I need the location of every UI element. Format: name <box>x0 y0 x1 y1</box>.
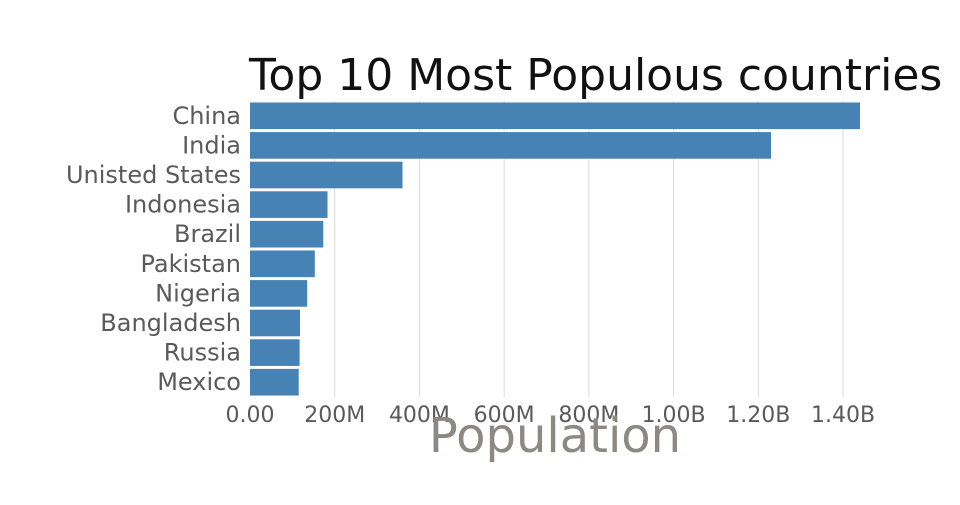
x-tick-label: 0.00 <box>226 403 275 428</box>
bar <box>250 309 300 337</box>
x-tick-label: 1.40B <box>811 403 875 428</box>
bar <box>250 102 860 130</box>
bar <box>250 191 328 218</box>
category-label: China <box>172 102 241 130</box>
bar <box>250 132 772 159</box>
category-label: Russia <box>164 339 241 367</box>
category-label: Bangladesh <box>100 309 241 337</box>
bar <box>250 161 403 189</box>
bar <box>250 250 315 278</box>
category-label: Mexico <box>157 368 241 396</box>
category-label: Brazil <box>174 220 241 248</box>
chart-title: Top 10 Most Populous countries <box>248 50 942 101</box>
category-label: Unisted States <box>66 161 241 189</box>
x-tick-label: 400M <box>389 403 450 428</box>
category-label: Indonesia <box>125 191 241 219</box>
x-tick-label: 1.00B <box>642 403 706 428</box>
bar <box>250 368 299 396</box>
category-label: India <box>182 131 241 159</box>
bar <box>250 280 308 307</box>
x-tick-label: 800M <box>558 403 619 428</box>
category-label: Nigeria <box>155 279 241 307</box>
x-tick-label: 600M <box>474 403 535 428</box>
bar <box>250 220 324 248</box>
bars <box>250 102 860 396</box>
category-label: Pakistan <box>141 250 242 278</box>
x-axis-label: Population <box>429 408 681 464</box>
x-tick-labels: 0.00 200M 400M 600M 800M 1.00B 1.20B 1.40B <box>226 403 876 428</box>
x-tick-label: 200M <box>304 403 365 428</box>
bar <box>250 339 300 366</box>
x-tick-label: 1.20B <box>726 403 790 428</box>
